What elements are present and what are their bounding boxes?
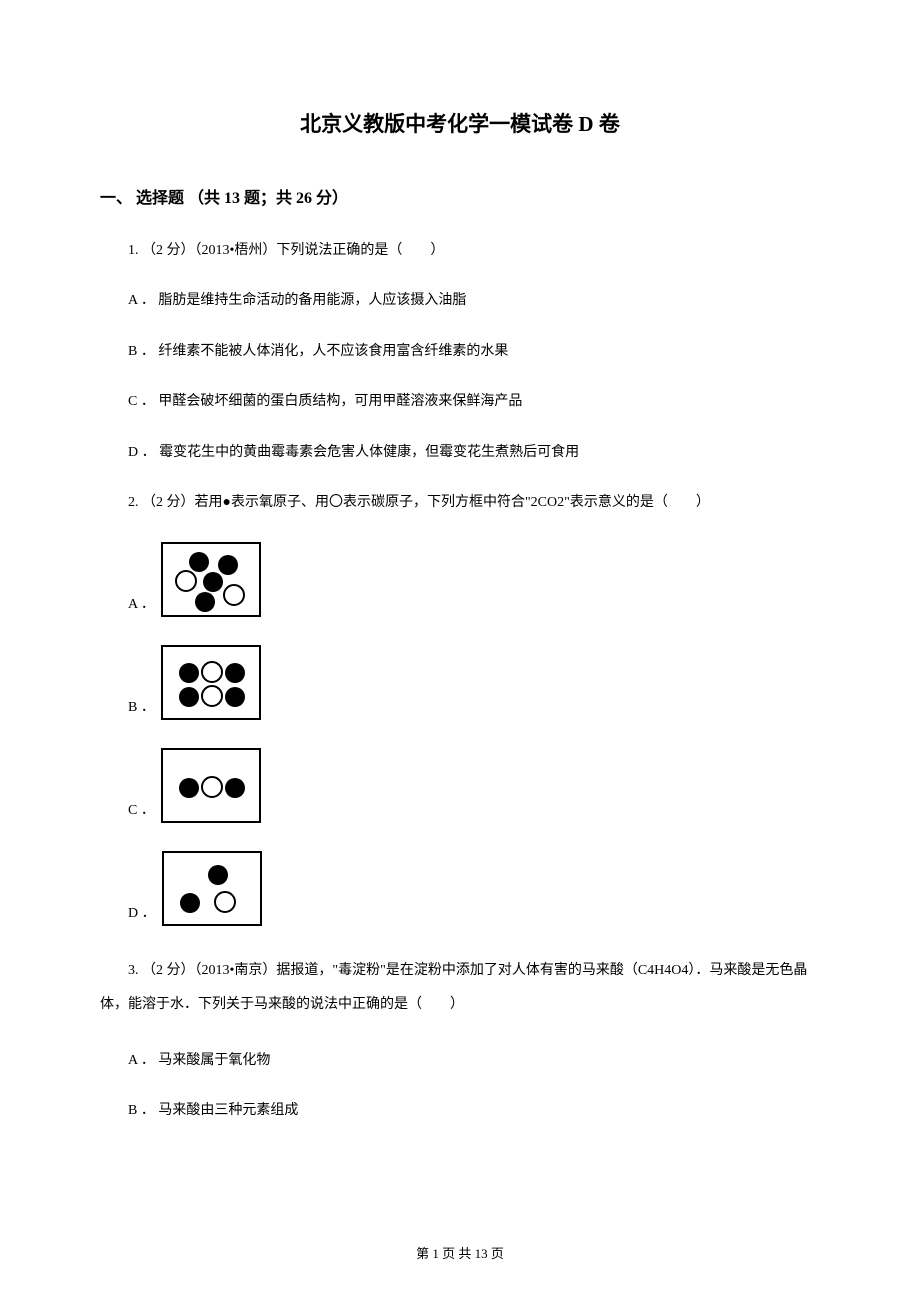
white-atom-icon: [201, 685, 223, 707]
q3-option-b: B ． 马来酸由三种元素组成: [100, 1100, 820, 1122]
black-atom-icon: [195, 592, 215, 612]
page-footer: 第 1 页 共 13 页: [0, 1243, 920, 1262]
black-atom-icon: [189, 552, 209, 572]
molecule-diagram-a: [161, 542, 261, 617]
black-atom-icon: [203, 572, 223, 592]
q2-option-d: D ．: [128, 851, 820, 926]
section-header: 一、 选择题 （共 13 题；共 26 分）: [100, 184, 820, 208]
q1-option-c: C ． 甲醛会破坏细菌的蛋白质结构，可用甲醛溶液来保鲜海产品: [100, 391, 820, 413]
black-atom-icon: [179, 663, 199, 683]
molecule-diagram-c: [161, 748, 261, 823]
option-label-b: B ．: [128, 696, 155, 720]
black-atom-icon: [179, 778, 199, 798]
q2-option-c: C ．: [128, 748, 820, 823]
white-atom-icon: [214, 891, 236, 913]
black-atom-icon: [225, 663, 245, 683]
page-title: 北京义教版中考化学一模试卷 D 卷: [100, 108, 820, 138]
q1-option-a: A ． 脂肪是维持生命活动的备用能源，人应该摄入油脂: [100, 290, 820, 312]
option-label-c: C ．: [128, 799, 155, 823]
q3-option-a: A ． 马来酸属于氧化物: [100, 1050, 820, 1072]
q1-option-d: D ． 霉变花生中的黄曲霉毒素会危害人体健康，但霉变花生煮熟后可食用: [100, 442, 820, 464]
black-atom-icon: [179, 687, 199, 707]
black-atom-icon: [225, 778, 245, 798]
q2-option-b: B ．: [128, 645, 820, 720]
option-label-d: D ．: [128, 902, 156, 926]
question-1: 1. （2 分）（2013•梧州）下列说法正确的是（ ）: [100, 240, 820, 262]
q1-option-b: B ． 纤维素不能被人体消化，人不应该食用富含纤维素的水果: [100, 341, 820, 363]
white-atom-icon: [201, 776, 223, 798]
white-atom-icon: [175, 570, 197, 592]
q2-option-a: A ．: [128, 542, 820, 617]
molecule-diagram-d: [162, 851, 262, 926]
black-atom-icon: [218, 555, 238, 575]
black-atom-icon: [180, 893, 200, 913]
option-label-a: A ．: [128, 593, 155, 617]
white-atom-icon: [223, 584, 245, 606]
black-atom-icon: [225, 687, 245, 707]
black-atom-icon: [208, 865, 228, 885]
molecule-diagram-b: [161, 645, 261, 720]
question-2: 2. （2 分）若用●表示氧原子、用〇表示碳原子，下列方框中符合"2CO2"表示…: [100, 492, 820, 514]
white-atom-icon: [201, 661, 223, 683]
question-3: 3. （2 分）（2013•南京）据报道，"毒淀粉"是在淀粉中添加了对人体有害的…: [100, 954, 820, 1021]
